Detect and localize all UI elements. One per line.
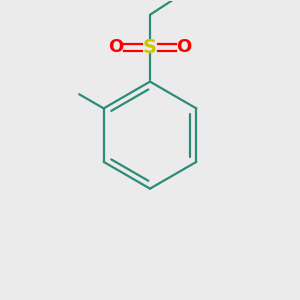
Text: S: S — [143, 38, 157, 57]
Text: O: O — [108, 38, 123, 56]
Text: O: O — [177, 38, 192, 56]
